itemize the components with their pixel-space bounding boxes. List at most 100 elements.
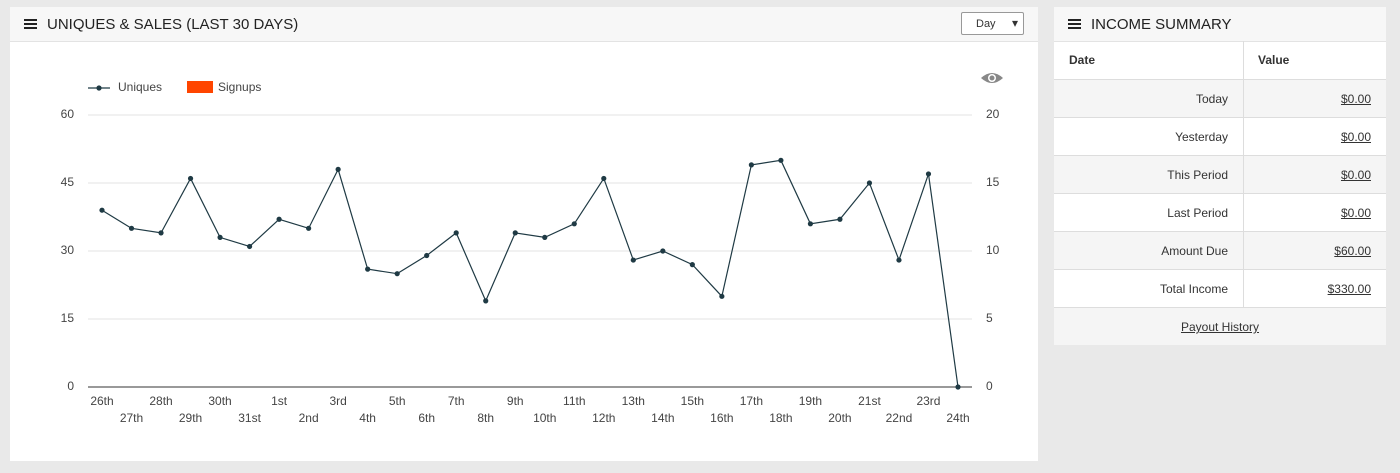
row-label: Yesterday <box>1175 130 1228 144</box>
point <box>512 230 518 236</box>
point <box>99 207 105 213</box>
point <box>276 216 282 222</box>
row-label: Today <box>1195 92 1228 106</box>
x-tick-label: 2nd <box>299 411 319 425</box>
point <box>630 257 636 263</box>
point <box>394 271 400 277</box>
row-value-link[interactable]: $0.00 <box>1340 206 1371 220</box>
payout-history-link[interactable]: Payout History <box>1180 320 1260 334</box>
point <box>424 252 430 259</box>
row-label: Last Period <box>1167 206 1228 220</box>
x-tick-label: 31st <box>238 411 261 425</box>
legend-label: Signups <box>218 80 261 94</box>
x-tick-label: 21st <box>858 394 881 408</box>
y-tick-label: 60 <box>61 107 75 121</box>
x-tick-label: 16th <box>710 411 733 425</box>
x-tick-label: 6th <box>418 411 435 425</box>
x-tick-label: 12th <box>592 411 615 425</box>
point <box>807 221 814 227</box>
point <box>335 166 341 172</box>
row-value-link[interactable]: $0.00 <box>1340 92 1371 106</box>
x-tick-label: 24th <box>946 411 969 425</box>
x-tick-label: 17th <box>740 394 763 408</box>
point <box>128 225 135 231</box>
row-label: Amount Due <box>1161 244 1228 258</box>
y2-tick-label: 15 <box>986 175 1000 189</box>
point <box>719 293 725 299</box>
x-tick-label: 19th <box>799 394 822 408</box>
point <box>217 234 223 240</box>
x-tick-label: 23rd <box>916 394 940 408</box>
line <box>101 159 959 388</box>
point <box>187 175 194 182</box>
x-tick-label: 22nd <box>886 411 913 425</box>
x-tick-label: 18th <box>769 411 792 425</box>
x-tick-label: 15th <box>681 394 704 408</box>
legend-swatch <box>187 81 213 93</box>
row-label: This Period <box>1167 168 1228 182</box>
panel-header: UNIQUES & SALES (LAST 30 DAYS) Day <box>10 7 1038 42</box>
chart-panel: UNIQUES & SALES (LAST 30 DAYS) Day 0 15 30… <box>10 7 1038 461</box>
menu-icon[interactable] <box>1068 19 1081 29</box>
point <box>601 175 607 182</box>
row-label: Total Income <box>1159 282 1228 296</box>
x-tick-label: 28th <box>149 394 172 408</box>
x-tick-label: 29th <box>179 411 202 425</box>
point <box>365 266 371 272</box>
table-row: Amount Due $60.00 <box>1054 231 1386 269</box>
x-tick-label: 14th <box>651 411 674 425</box>
point <box>660 248 666 254</box>
point <box>453 230 459 236</box>
x-tick-label: 20th <box>828 411 851 425</box>
table-footer: Payout History <box>1054 307 1386 345</box>
row-value-link[interactable]: $60.00 <box>1334 244 1371 258</box>
panel-header: INCOME SUMMARY <box>1054 7 1386 42</box>
table-row: Total Income $330.00 <box>1054 269 1386 307</box>
row-value-link[interactable]: $0.00 <box>1340 168 1371 182</box>
point <box>925 171 932 177</box>
column-header: Date <box>1069 53 1096 67</box>
point <box>306 225 312 231</box>
x-tick-label: 30th <box>208 394 231 408</box>
x-tick-label: 11th <box>563 394 585 408</box>
column-divider <box>1243 41 1244 307</box>
point <box>748 162 754 168</box>
period-select[interactable]: Day <box>961 12 1024 35</box>
y-tick-label: 45 <box>61 175 75 189</box>
x-tick-label: 27th <box>120 411 143 425</box>
menu-icon[interactable] <box>24 19 37 29</box>
y-tick-label: 0 <box>67 379 74 393</box>
x-tick-label: 9th <box>507 394 524 408</box>
income-panel: INCOME SUMMARY Date Value Today $0.00 Yester… <box>1054 7 1386 345</box>
table-row: Today $0.00 <box>1054 79 1386 117</box>
point <box>689 262 695 268</box>
eye-icon[interactable] <box>981 73 1003 83</box>
point <box>896 257 902 263</box>
panel-title: INCOME SUMMARY <box>1091 16 1232 33</box>
x-tick-label: 4th <box>359 411 376 425</box>
y2-tick-label: 10 <box>986 243 1000 257</box>
x-tick-label: 7th <box>448 394 465 408</box>
point <box>866 180 873 186</box>
panel-title: UNIQUES & SALES (LAST 30 DAYS) <box>47 16 299 33</box>
legend-label: Uniques <box>118 80 162 94</box>
row-value-link[interactable]: $330.00 <box>1327 282 1371 296</box>
y2-tick-label: 5 <box>986 311 993 325</box>
y2-tick-label: 20 <box>986 107 1000 121</box>
x-tick-label: 13th <box>622 394 645 408</box>
table-row: Last Period $0.00 <box>1054 193 1386 231</box>
point <box>837 216 843 222</box>
row-value-link[interactable]: $0.00 <box>1340 130 1371 144</box>
y-tick-label: 15 <box>61 311 75 325</box>
y2-tick-label: 0 <box>986 379 993 393</box>
x-tick-label: 8th <box>477 411 494 425</box>
point <box>542 234 548 240</box>
point <box>246 243 253 250</box>
table-row: This Period $0.00 <box>1054 155 1386 193</box>
point <box>778 157 784 163</box>
column-header: Value <box>1258 53 1290 67</box>
point <box>483 298 489 304</box>
y-tick-label: 30 <box>61 243 75 257</box>
x-tick-label: 26th <box>90 394 113 408</box>
